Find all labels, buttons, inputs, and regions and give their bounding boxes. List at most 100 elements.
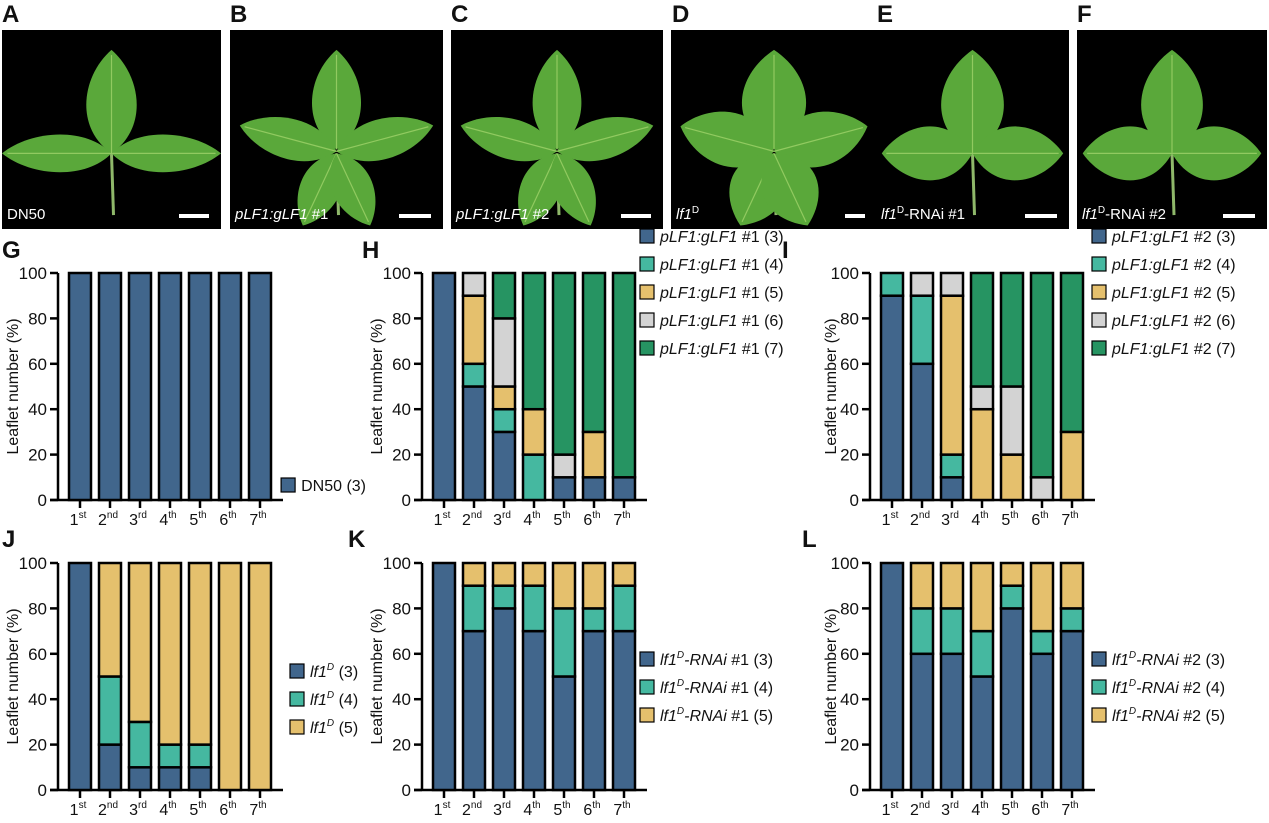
x-tick-label: 4th xyxy=(523,800,540,819)
x-tick-label: 2nd xyxy=(462,800,482,819)
bar-segment-l-2-2 xyxy=(909,561,935,610)
y-tick-label: 100 xyxy=(19,554,47,573)
y-tick-label: 20 xyxy=(28,736,47,755)
x-tick-label: 1st xyxy=(434,800,451,819)
scale-bar xyxy=(399,214,431,218)
leaflet xyxy=(972,126,1064,181)
legend-label: lf1D (4) xyxy=(310,690,358,709)
legend-swatch xyxy=(289,663,305,679)
bar-segment-k-4-2 xyxy=(521,561,547,587)
x-tick-label: 1st xyxy=(70,510,87,529)
leaflet xyxy=(1172,126,1262,181)
x-tick-label: 2nd xyxy=(462,510,482,529)
legend-item: pLF1:gLF1 #2 (4) xyxy=(1091,256,1236,274)
bar-segment-k-3-0 xyxy=(491,607,517,792)
scale-bar xyxy=(1025,214,1057,218)
legend-label: pLF1:gLF1 #2 (3) xyxy=(1111,229,1236,246)
x-tick-label: 6th xyxy=(583,510,600,529)
x-tick-label: 5th xyxy=(189,510,206,529)
bar-segment-h-4-4 xyxy=(521,271,547,411)
leaflet xyxy=(111,134,221,173)
bar-segment-h-2-2 xyxy=(461,294,487,366)
legend-label: lf1D-RNAi #2 (4) xyxy=(1112,678,1225,697)
bar-segment-i-1-0 xyxy=(879,294,905,502)
legend-label: lf1D-RNAi #1 (4) xyxy=(660,678,773,697)
bar-segment-j-3-2 xyxy=(127,561,153,724)
bar-segment-i-5-3 xyxy=(999,385,1025,456)
bar-segment-h-3-1 xyxy=(491,407,517,434)
y-tick-label: 0 xyxy=(850,491,859,510)
y-tick-label: 0 xyxy=(38,491,47,510)
bar-segment-j-5-1 xyxy=(187,743,213,769)
bar-segment-l-3-0 xyxy=(939,652,965,792)
x-tick-label: 4th xyxy=(159,800,176,819)
leaflet xyxy=(329,153,376,226)
x-tick-label: 7th xyxy=(1061,510,1078,529)
bar-segment-h-7-0 xyxy=(611,476,637,502)
bar-segment-k-7-0 xyxy=(611,629,637,792)
legend-swatch xyxy=(1091,256,1107,272)
leaf-image xyxy=(239,49,434,226)
bar-segment-i-1-1 xyxy=(879,271,905,297)
bar-segment-l-4-2 xyxy=(969,561,995,633)
legend-swatch xyxy=(1091,228,1107,244)
legend-label: pLF1:gLF1 #2 (7) xyxy=(1111,341,1236,358)
legend-item: pLF1:gLF1 #1 (5) xyxy=(639,284,784,302)
y-tick-label: 20 xyxy=(392,446,411,465)
bar-segment-l-3-2 xyxy=(939,561,965,610)
bar-segment-h-1-0 xyxy=(431,271,457,502)
leaflet xyxy=(1082,126,1172,181)
x-tick-label: 3rd xyxy=(129,510,147,529)
bar-segment-i-2-3 xyxy=(909,271,935,297)
y-tick-label: 100 xyxy=(831,554,859,573)
bar-segment-j-4-0 xyxy=(157,766,183,792)
x-tick-label: 7th xyxy=(249,800,266,819)
bar-segment-j-3-0 xyxy=(127,766,153,792)
scale-bar xyxy=(621,214,651,218)
bar-segment-j-4-1 xyxy=(157,743,183,769)
x-tick-label: 4th xyxy=(971,800,988,819)
legend-item: pLF1:gLF1 #2 (5) xyxy=(1091,284,1236,302)
chart-i: I 0 20 40 60 80 100 Leaflet number (%) 1st 2nd 3rd… xyxy=(782,228,1236,529)
bar-segment-h-6-4 xyxy=(581,271,607,434)
bar-segment-i-2-0 xyxy=(909,362,935,502)
bar-segment-k-6-2 xyxy=(581,561,607,610)
y-axis-label: Leaflet number (%) xyxy=(823,318,840,454)
x-tick-label: 4th xyxy=(159,510,176,529)
x-tick-label: 2nd xyxy=(98,800,118,819)
leaflet xyxy=(761,153,819,226)
legend-item: DN50 (3) xyxy=(280,477,366,495)
legend-label: pLF1:gLF1 #1 (3) xyxy=(659,229,784,246)
legend-swatch xyxy=(639,679,655,695)
bar-segment-l-7-1 xyxy=(1059,607,1085,633)
legend-item: pLF1:gLF1 #2 (6) xyxy=(1091,312,1236,330)
legend-label: pLF1:gLF1 #2 (6) xyxy=(1111,313,1236,330)
bar-segment-i-7-2 xyxy=(1059,430,1085,502)
bar-segment-h-7-4 xyxy=(611,271,637,479)
bar-segment-k-4-1 xyxy=(521,584,547,633)
bar-segment-i-3-3 xyxy=(939,271,965,297)
legend-label: lf1D-RNAi #2 (5) xyxy=(1112,706,1225,725)
y-tick-label: 0 xyxy=(38,781,47,800)
y-tick-label: 80 xyxy=(392,599,411,618)
panel-label-c: C xyxy=(451,1,469,28)
bar-segment-l-7-0 xyxy=(1059,629,1085,792)
y-tick-label: 60 xyxy=(28,355,47,374)
x-tick-label: 5th xyxy=(553,510,570,529)
legend-label: pLF1:gLF1 #1 (5) xyxy=(659,285,784,302)
photo-caption: pLF1:gLF1 #1 xyxy=(235,206,329,223)
bar-segment-k-2-1 xyxy=(461,584,487,633)
photo-panel-f: lf1D-RNAi #2 xyxy=(1077,30,1267,229)
bar-segment-j-2-0 xyxy=(97,743,123,792)
y-axis-label: Leaflet number (%) xyxy=(5,318,22,454)
bar-segment-g-6-0 xyxy=(217,271,243,502)
bar-segment-h-5-0 xyxy=(551,476,577,502)
leaflet xyxy=(556,117,654,162)
bar-segment-l-4-1 xyxy=(969,629,995,678)
legend-item: lf1D (4) xyxy=(289,690,358,709)
photo-panel-a: DN50 xyxy=(2,30,221,229)
bar-segment-g-2-0 xyxy=(97,271,123,502)
legend-item: lf1D-RNAi #2 (5) xyxy=(1091,706,1225,725)
photo-panel-d: lf1D xyxy=(671,30,877,229)
legend-label: lf1D-RNAi #1 (5) xyxy=(660,706,773,725)
